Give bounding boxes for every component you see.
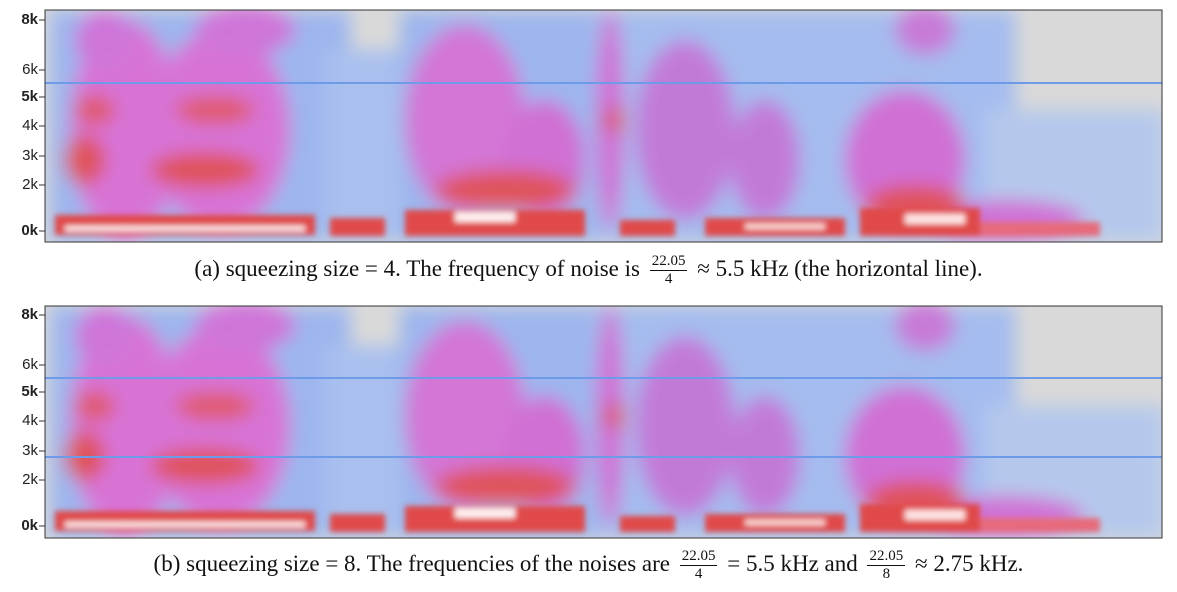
caption: (a) squeezing size = 4. The frequency of… xyxy=(0,254,1177,287)
caption: (b) squeezing size = 8. The frequencies … xyxy=(0,549,1177,582)
numerator: 22.05 xyxy=(649,253,688,271)
axis-label: 4k xyxy=(22,117,38,134)
fraction: 22.05 4 xyxy=(649,253,688,287)
spectrogram xyxy=(45,5,1165,242)
axis-label: 2k xyxy=(22,471,38,488)
caption-text: ≈ 2.75 kHz. xyxy=(914,550,1024,576)
axis-label: 3k xyxy=(22,442,38,459)
axis-label: 5k xyxy=(21,88,38,105)
axis-label: 3k xyxy=(22,147,38,164)
axis-label: 6k xyxy=(22,61,38,78)
axis-label: 8k xyxy=(21,11,38,28)
fraction: 22.05 4 xyxy=(679,548,718,582)
panel-b: 8k 6k 5k 4k 3k 2k 0k xyxy=(21,301,1165,539)
axis-label: 4k xyxy=(22,412,38,429)
spectrogram xyxy=(45,301,1165,538)
panel-a: 8k 6k 5k 4k 3k 2k 0k xyxy=(21,5,1165,243)
axis-label: 6k xyxy=(22,356,38,373)
denominator: 4 xyxy=(664,271,673,287)
denominator: 8 xyxy=(882,566,891,582)
fraction: 22.05 8 xyxy=(867,548,906,582)
axis-label: 5k xyxy=(21,383,38,400)
axis-label: 0k xyxy=(21,222,38,239)
numerator: 22.05 xyxy=(679,548,718,566)
frame xyxy=(44,305,1163,539)
denominator: 4 xyxy=(694,566,703,582)
axis-label: 2k xyxy=(22,176,38,193)
caption-text: ≈ 5.5 kHz (the horizontal line). xyxy=(697,255,983,281)
caption-text: (a) squeezing size = 4. The frequency of… xyxy=(194,255,640,281)
caption-text: (b) squeezing size = 8. The frequencies … xyxy=(153,550,670,576)
caption-text: = 5.5 kHz and xyxy=(727,550,858,576)
axis-label: 8k xyxy=(21,306,38,323)
numerator: 22.05 xyxy=(867,548,906,566)
axis-label: 0k xyxy=(21,517,38,534)
